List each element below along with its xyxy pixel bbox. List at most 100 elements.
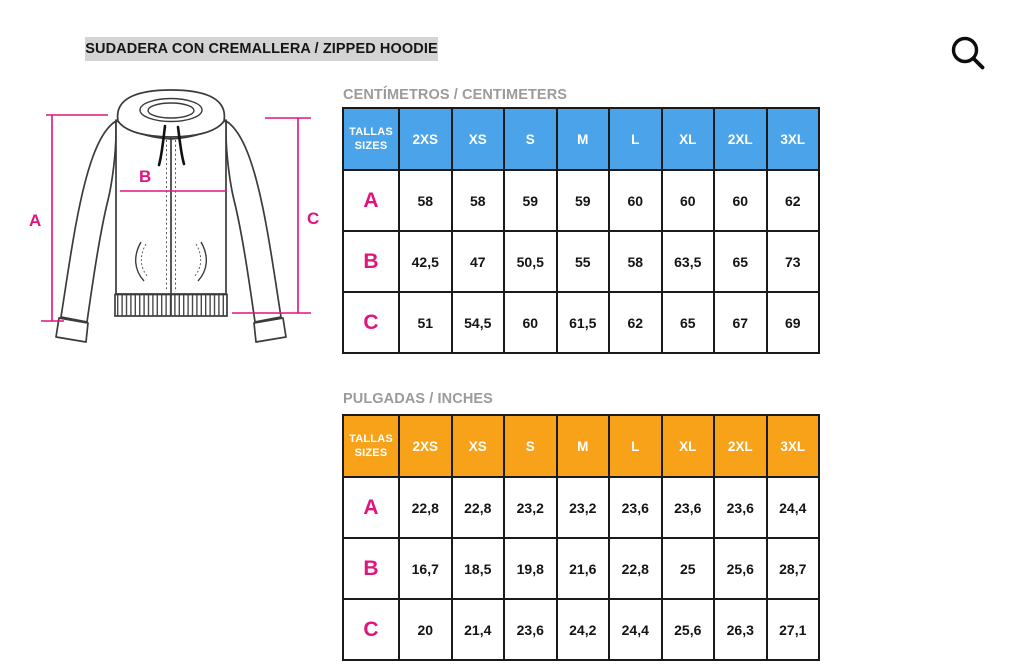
value-cell: 55 <box>555 230 610 293</box>
size-header-l: L <box>608 107 663 171</box>
value-cell: 23,6 <box>608 476 663 539</box>
size-header-xs: XS <box>450 414 505 478</box>
value-cell: 60 <box>660 169 715 232</box>
value-cell: 63,5 <box>660 230 715 293</box>
value-cell: 23,2 <box>503 476 558 539</box>
value-cell: 25,6 <box>713 537 768 600</box>
table-row: A 22,8 22,8 23,2 23,2 23,6 23,6 23,6 24,4 <box>342 476 820 539</box>
size-header-xl: XL <box>660 414 715 478</box>
value-cell: 47 <box>450 230 505 293</box>
size-header-m: M <box>555 414 610 478</box>
value-cell: 22,8 <box>398 476 453 539</box>
table-row: A 58 58 59 59 60 60 60 62 <box>342 169 820 232</box>
measure-label-b: B <box>342 230 400 293</box>
zoom-button[interactable] <box>946 31 992 77</box>
measure-label-a: A <box>342 476 400 539</box>
value-cell: 24,4 <box>765 476 820 539</box>
size-header-m: M <box>555 107 610 171</box>
value-cell: 62 <box>608 291 663 354</box>
value-cell: 22,8 <box>608 537 663 600</box>
value-cell: 21,6 <box>555 537 610 600</box>
magnifier-icon <box>951 36 985 70</box>
size-header-l: L <box>608 414 663 478</box>
size-header-xl: XL <box>660 107 715 171</box>
value-cell: 58 <box>450 169 505 232</box>
hoodie-left-cuff <box>55 317 89 343</box>
page-title: SUDADERA CON CREMALLERA / ZIPPED HOODIE <box>85 37 438 61</box>
size-table-inches: TALLAS SIZES 2XS XS S M L XL 2XL 3XL A 22,8 22,8 23,2… <box>342 414 820 661</box>
corner-line-2: SIZES <box>354 447 388 459</box>
table-header-row: TALLAS SIZES 2XS XS S M L XL 2XL 3XL <box>342 414 820 478</box>
measure-label-a: A <box>29 211 41 230</box>
value-cell: 60 <box>608 169 663 232</box>
value-cell: 20 <box>398 598 453 661</box>
size-header-2xs: 2XS <box>398 107 453 171</box>
measure-line-a <box>41 114 108 322</box>
measure-label-b: B <box>139 167 151 186</box>
size-header-3xl: 3XL <box>765 414 820 478</box>
size-header-2xs: 2XS <box>398 414 453 478</box>
value-cell: 42,5 <box>398 230 453 293</box>
value-cell: 65 <box>713 230 768 293</box>
hood-opening-inner <box>147 102 195 119</box>
measure-line-c <box>232 117 311 314</box>
value-cell: 58 <box>398 169 453 232</box>
hood-opening-outer <box>139 97 203 123</box>
value-cell: 69 <box>765 291 820 354</box>
value-cell: 23,6 <box>660 476 715 539</box>
value-cell: 19,8 <box>503 537 558 600</box>
size-header-2xl: 2XL <box>713 414 768 478</box>
table-row: C 51 54,5 60 61,5 62 65 67 69 <box>342 291 820 354</box>
measure-label-c: C <box>342 598 400 661</box>
table-header-row: TALLAS SIZES 2XS XS S M L XL 2XL 3XL <box>342 107 820 171</box>
hoodie-hood <box>116 89 226 138</box>
value-cell: 65 <box>660 291 715 354</box>
measure-label-b: B <box>342 537 400 600</box>
value-cell: 25 <box>660 537 715 600</box>
pocket-right <box>197 241 207 282</box>
value-cell: 23,2 <box>555 476 610 539</box>
measure-label-c: C <box>342 291 400 354</box>
value-cell: 60 <box>503 291 558 354</box>
pocket-left <box>135 241 145 282</box>
value-cell: 58 <box>608 230 663 293</box>
value-cell: 28,7 <box>765 537 820 600</box>
value-cell: 24,4 <box>608 598 663 661</box>
corner-line-1: TALLAS <box>349 125 393 138</box>
size-header-2xl: 2XL <box>713 107 768 171</box>
value-cell: 26,3 <box>713 598 768 661</box>
value-cell: 59 <box>503 169 558 232</box>
table-row: B 42,5 47 50,5 55 58 63,5 65 73 <box>342 230 820 293</box>
size-table-centimeters: TALLAS SIZES 2XS XS S M L XL 2XL 3XL A 58 58 59 59 60 60… <box>342 107 820 354</box>
size-header-s: S <box>503 414 558 478</box>
value-cell: 23,6 <box>713 476 768 539</box>
section-label-centimeters: CENTÍMETROS / CENTIMETERS <box>343 87 568 103</box>
value-cell: 54,5 <box>450 291 505 354</box>
hoodie-left-sleeve <box>60 120 117 323</box>
value-cell: 22,8 <box>450 476 505 539</box>
drawstring-right <box>176 125 186 166</box>
value-cell: 27,1 <box>765 598 820 661</box>
value-cell: 59 <box>555 169 610 232</box>
value-cell: 67 <box>713 291 768 354</box>
corner-header-tallas-sizes: TALLAS SIZES <box>342 414 400 478</box>
size-header-s: S <box>503 107 558 171</box>
value-cell: 51 <box>398 291 453 354</box>
value-cell: 21,4 <box>450 598 505 661</box>
corner-line-1: TALLAS <box>349 432 393 445</box>
hoodie-right-sleeve <box>225 120 282 323</box>
hoodie-measurement-diagram: A B C <box>20 84 330 356</box>
value-cell: 18,5 <box>450 537 505 600</box>
value-cell: 62 <box>765 169 820 232</box>
value-cell: 60 <box>713 169 768 232</box>
table-row: B 16,7 18,5 19,8 21,6 22,8 25 25,6 28,7 <box>342 537 820 600</box>
drawstring-left <box>157 124 167 167</box>
value-cell: 23,6 <box>503 598 558 661</box>
section-label-inches: PULGADAS / INCHES <box>343 391 493 407</box>
value-cell: 73 <box>765 230 820 293</box>
size-header-xs: XS <box>450 107 505 171</box>
corner-header-tallas-sizes: TALLAS SIZES <box>342 107 400 171</box>
size-header-3xl: 3XL <box>765 107 820 171</box>
hoodie-right-cuff <box>253 317 287 343</box>
